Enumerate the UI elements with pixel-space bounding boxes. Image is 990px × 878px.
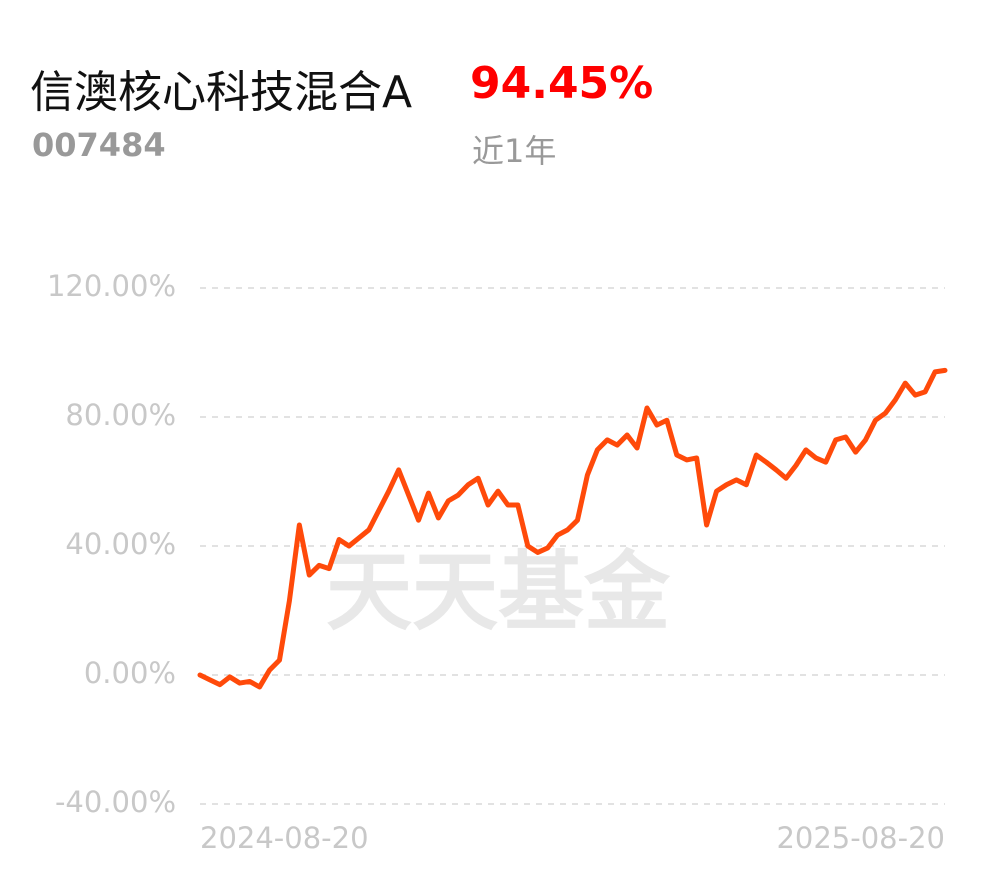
y-tick-label: 0.00% xyxy=(84,656,176,690)
fund-name: 信澳核心科技混合A xyxy=(30,67,413,118)
x-tick-label: 2024-08-20 xyxy=(200,821,369,855)
fund-return: 94.45% xyxy=(470,58,654,109)
fund-period: 近1年 xyxy=(472,132,557,170)
y-tick-label: 80.00% xyxy=(65,398,176,432)
y-tick-label: 120.00% xyxy=(47,269,176,303)
watermark: 天天基金 xyxy=(326,542,671,642)
line xyxy=(197,367,948,690)
y-tick-label: 40.00% xyxy=(65,527,176,561)
fund-code: 007484 xyxy=(32,126,166,164)
x-tick-label: 2025-08-20 xyxy=(776,821,945,855)
y-tick-label: -40.00% xyxy=(55,785,176,819)
